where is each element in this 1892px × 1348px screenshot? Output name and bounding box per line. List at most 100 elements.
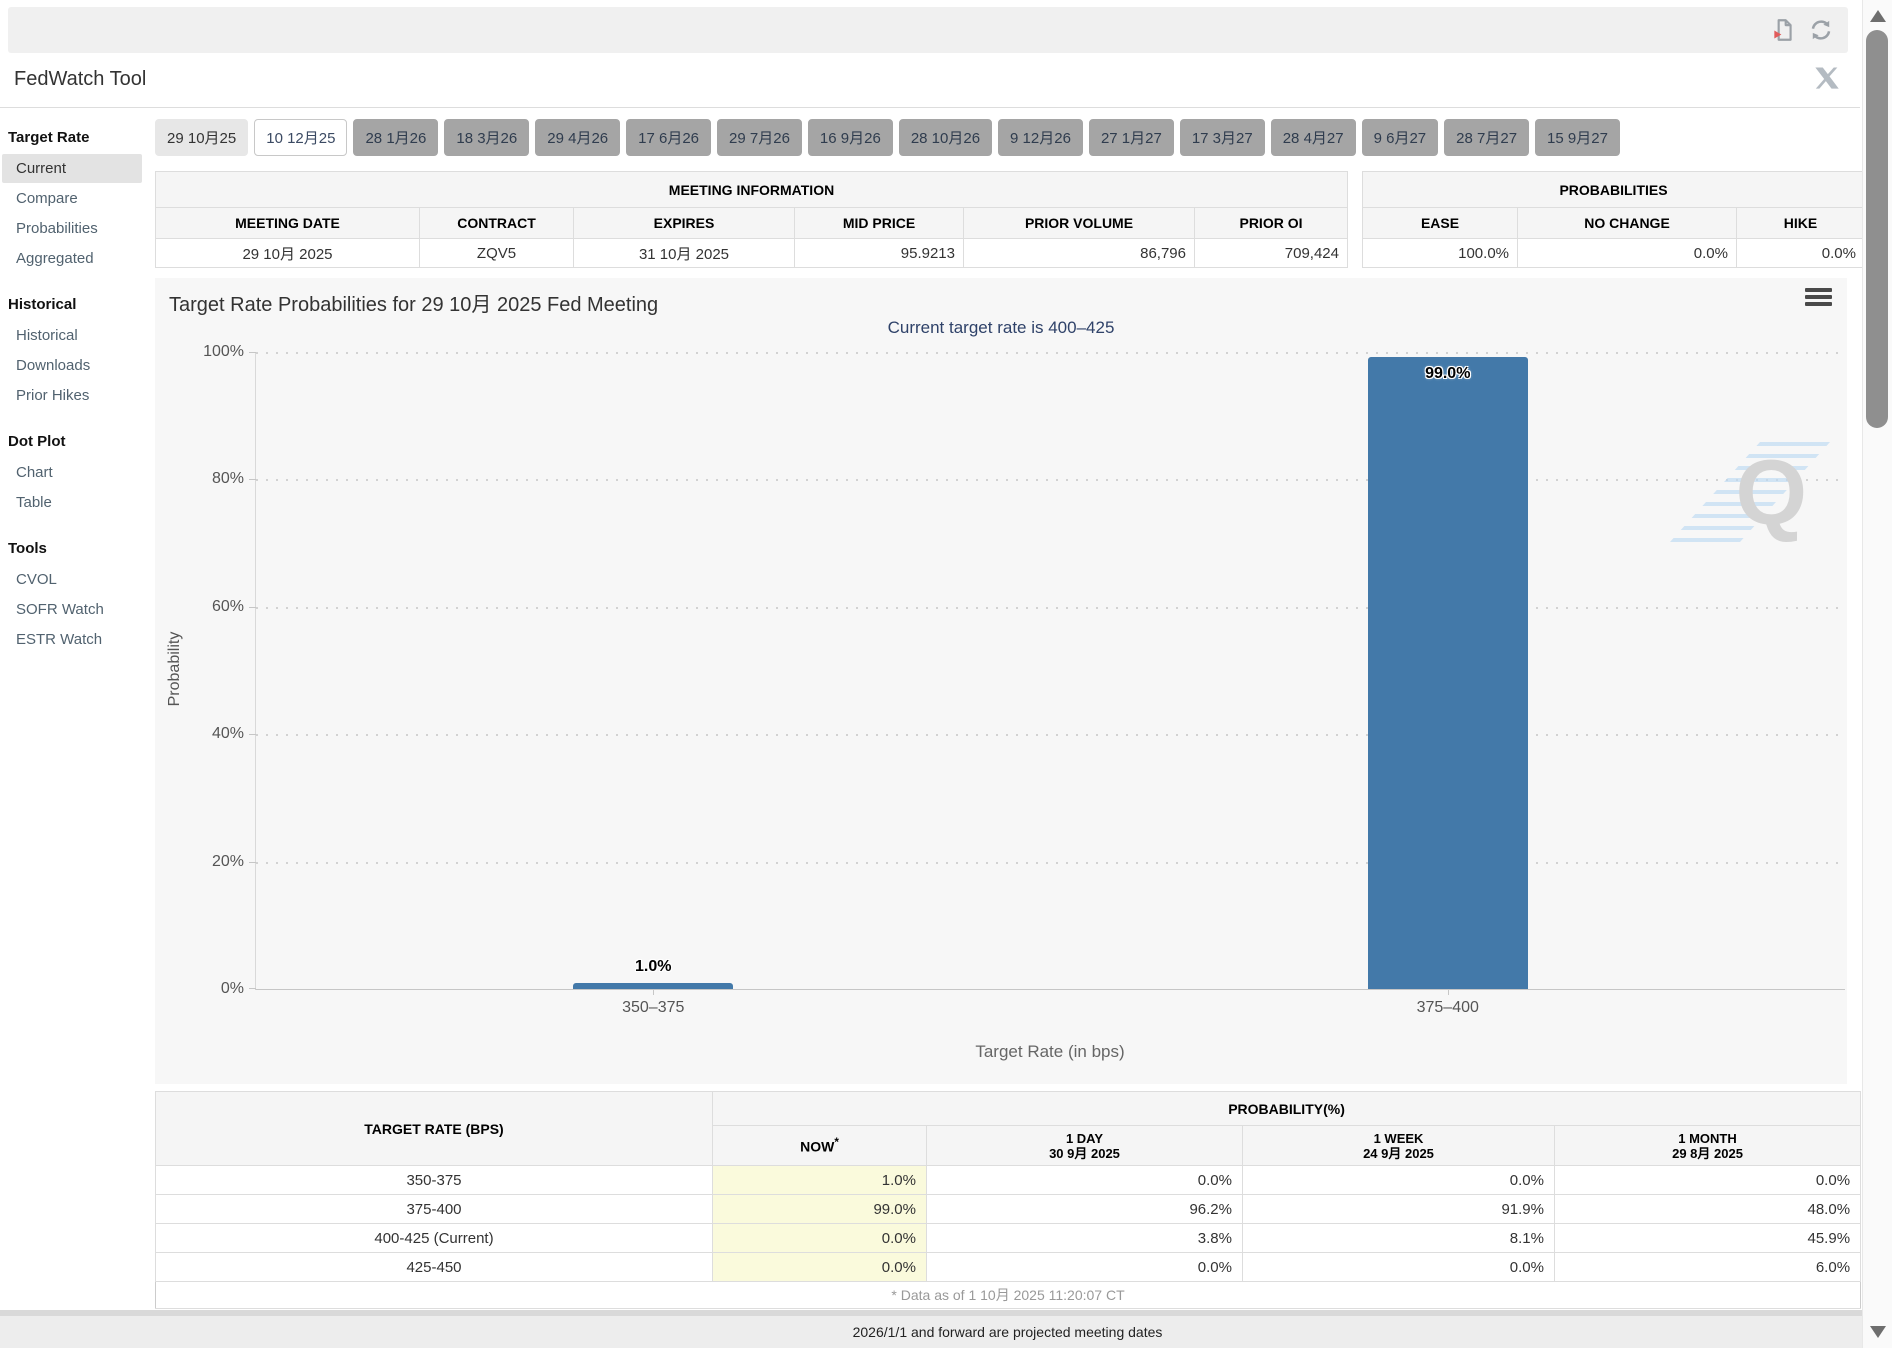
gridline [256, 861, 1845, 864]
sidebar-item-compare[interactable]: Compare [16, 190, 78, 207]
col-expires: EXPIRES [573, 207, 795, 239]
meeting-tab[interactable]: 17 3月27 [1179, 119, 1265, 156]
day-prob: 0.0% [926, 1252, 1243, 1282]
meeting-tab[interactable]: 29 4月26 [535, 119, 621, 156]
meeting-tab[interactable]: 28 1月26 [353, 119, 439, 156]
meeting-tab[interactable]: 28 7月27 [1444, 119, 1530, 156]
now-prob: 0.0% [712, 1223, 927, 1253]
rate-range: 375-400 [155, 1194, 713, 1224]
expires-value: 31 10月 2025 [573, 238, 795, 268]
probabilities-row: 100.0% 0.0% 0.0% [1362, 238, 1865, 268]
sidebar-item-chart[interactable]: Chart [16, 464, 53, 481]
mid-price-value: 95.9213 [794, 238, 964, 268]
sidebar-item-prior-hikes[interactable]: Prior Hikes [16, 387, 90, 404]
month-prob: 48.0% [1553, 1194, 1862, 1224]
table-row: 350-375 1.0% 0.0% 0.0% 0.0% [155, 1165, 1862, 1195]
meeting-tabs: 29 10月25 10 12月25 28 1月26 18 3月26 29 4月2… [155, 119, 1855, 156]
meeting-tab[interactable]: 29 7月26 [717, 119, 802, 156]
refresh-icon[interactable] [1808, 17, 1834, 43]
table-row: 400-425 (Current) 0.0% 3.8% 8.1% 45.9% [155, 1223, 1862, 1253]
gridline [256, 352, 1845, 354]
projected-dates-note: 2026/1/1 and forward are projected meeti… [852, 1324, 1163, 1340]
week-prob: 0.0% [1242, 1165, 1555, 1195]
scroll-up-arrow-icon[interactable] [1870, 10, 1886, 22]
col-prior-volume: PRIOR VOLUME [963, 207, 1195, 239]
rate-range: 350-375 [155, 1165, 713, 1195]
meeting-tab[interactable]: 29 10月25 [155, 119, 249, 156]
gridline [256, 734, 1845, 737]
sidebar-item-sofr-watch[interactable]: SOFR Watch [16, 601, 104, 618]
probabilities-summary-table: PROBABILITIES EASE NO CHANGE HIKE 100.0%… [1362, 171, 1865, 268]
prior-oi-value: 709,424 [1194, 238, 1348, 268]
meeting-tab[interactable]: 27 1月27 [1088, 119, 1174, 156]
sidebar-item-table[interactable]: Table [16, 494, 52, 511]
meeting-tab[interactable]: 16 9月26 [807, 119, 893, 156]
x-twitter-icon[interactable] [1814, 65, 1840, 91]
bar-375-400 [1367, 357, 1528, 989]
sidebar-section-dot-plot: Dot Plot [8, 433, 66, 450]
sidebar-item-current[interactable]: Current [2, 154, 142, 183]
day-prob: 96.2% [926, 1194, 1243, 1224]
rate-range: 425-450 [155, 1252, 713, 1282]
meeting-tab[interactable]: 28 10月26 [898, 119, 993, 156]
meeting-tab[interactable]: 15 9月27 [1535, 119, 1620, 156]
plot-area: 100% 80% 60% 40% 20% 0% 1.0% 99.0% 350–3… [203, 343, 1845, 1016]
probabilities-title: PROBABILITIES [1362, 171, 1865, 208]
day-prob: 0.0% [926, 1165, 1243, 1195]
x-tick-label: 375–400 [1416, 999, 1479, 1016]
sidebar-item-estr-watch[interactable]: ESTR Watch [16, 631, 103, 648]
contract-value: ZQV5 [419, 238, 574, 268]
y-tick-label: 60% [211, 597, 244, 615]
meeting-info-title: MEETING INFORMATION [155, 171, 1348, 208]
vertical-scrollbar[interactable] [1862, 0, 1892, 1348]
meeting-tab[interactable]: 9 12月26 [998, 119, 1083, 156]
col-1-week: 1 WEEK 24 9月 2025 [1242, 1125, 1555, 1166]
sidebar-item-downloads[interactable]: Downloads [16, 357, 91, 374]
page-title: FedWatch Tool [14, 68, 147, 90]
sidebar-item-historical[interactable]: Historical [16, 327, 78, 344]
sidebar-section-target-rate: Target Rate [8, 129, 90, 146]
col-ease: EASE [1362, 207, 1518, 239]
meeting-tab[interactable]: 17 6月26 [626, 119, 712, 156]
col-target-rate-bps: TARGET RATE (BPS) [155, 1091, 713, 1166]
chart-panel: Target Rate Probabilities for 29 10月 202… [155, 278, 1847, 1084]
chart-subtitle: Current target rate is 400–425 [887, 318, 1115, 337]
group-header-probability: PROBABILITY(%) [711, 1091, 1862, 1126]
bar-value-label: 99.0% [1425, 365, 1471, 382]
month-prob: 0.0% [1553, 1165, 1862, 1195]
x-axis-title: Target Rate (in bps) [975, 1042, 1125, 1061]
top-toolbar [8, 7, 1848, 53]
hike-value: 0.0% [1736, 238, 1865, 268]
meeting-tab[interactable]: 18 3月26 [444, 119, 530, 156]
col-1-month: 1 MONTH 29 8月 2025 [1553, 1125, 1862, 1166]
y-tick-label: 80% [211, 470, 244, 488]
watermark-q-logo: Q [1735, 442, 1807, 544]
export-report-icon[interactable] [1770, 17, 1796, 43]
col-now: NOW* [712, 1125, 927, 1166]
meeting-tab[interactable]: 9 6月27 [1361, 119, 1439, 156]
y-axis-title: Probability [166, 631, 183, 707]
sidebar-item-aggregated[interactable]: Aggregated [16, 250, 94, 267]
chart-context-menu-button[interactable] [1805, 286, 1832, 309]
chart-title: Target Rate Probabilities for 29 10月 202… [169, 294, 659, 316]
data-as-of-footnote: * Data as of 1 10月 2025 11:20:07 CT [155, 1281, 1861, 1309]
prior-volume-value: 86,796 [963, 238, 1195, 268]
x-tick-label: 350–375 [622, 999, 685, 1016]
sidebar: Target Rate Current Compare Probabilitie… [0, 122, 142, 670]
sidebar-item-cvol[interactable]: CVOL [16, 571, 57, 588]
hamburger-icon [1805, 288, 1832, 292]
col-hike: HIKE [1736, 207, 1865, 239]
meeting-date-value: 29 10月 2025 [155, 238, 420, 268]
col-1-day: 1 DAY 30 9月 2025 [926, 1125, 1243, 1166]
col-prior-oi: PRIOR OI [1194, 207, 1348, 239]
col-no-change: NO CHANGE [1517, 207, 1737, 239]
col-meeting-date: MEETING DATE [155, 207, 420, 239]
sidebar-item-probabilities[interactable]: Probabilities [16, 220, 98, 237]
scrollbar-thumb[interactable] [1866, 30, 1888, 428]
footer-strip: 2026/1/1 and forward are projected meeti… [0, 1310, 1862, 1348]
meeting-tab[interactable]: 10 12月25 [254, 119, 348, 156]
scroll-down-arrow-icon[interactable] [1870, 1326, 1886, 1338]
week-prob: 8.1% [1242, 1223, 1555, 1253]
month-prob: 6.0% [1553, 1252, 1862, 1282]
meeting-tab[interactable]: 28 4月27 [1270, 119, 1356, 156]
